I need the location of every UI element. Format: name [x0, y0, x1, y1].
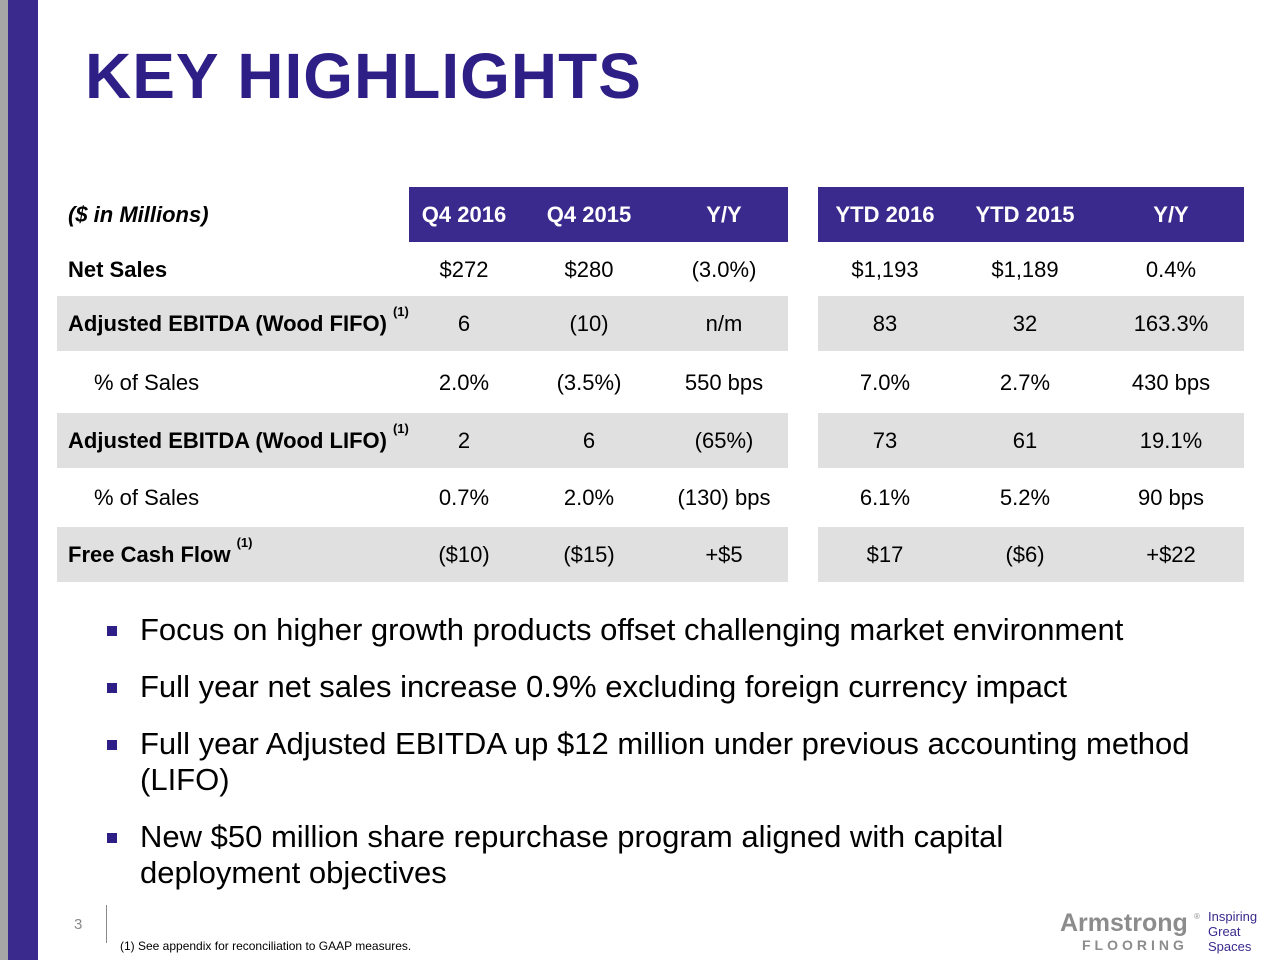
table-cell: 61: [1012, 428, 1038, 453]
col-header-ytd-2016: YTD 2016: [835, 202, 935, 227]
table-cell: 32: [1012, 311, 1038, 336]
armstrong-flooring-logo: Armstrong ® FLOORING Inspiring Great Spa…: [1060, 905, 1260, 955]
table-cell: 6: [457, 311, 471, 336]
table-cell: (3.0%): [691, 257, 757, 282]
col-header-q4-2015: Q4 2015: [546, 202, 632, 227]
list-item: Full year Adjusted EBITDA up $12 million…: [105, 726, 1255, 798]
footnote-marker: (1): [392, 304, 409, 319]
bullet-square-icon: [107, 626, 117, 636]
logo-graphic: Armstrong ® FLOORING Inspiring Great Spa…: [1060, 909, 1257, 954]
logo-tagline-3: Spaces: [1208, 939, 1252, 954]
bullet-square-icon: [107, 683, 117, 693]
row-shade-left: [57, 413, 788, 468]
table-cell: 5.2%: [999, 485, 1051, 510]
table-cell: 6.1%: [859, 485, 911, 510]
footnote: (1) See appendix for reconciliation to G…: [120, 939, 412, 953]
col-header-ytd-yy: Y/Y: [1153, 202, 1189, 227]
page-title: KEY HIGHLIGHTS: [85, 40, 642, 112]
table-cell: (130) bps: [677, 485, 771, 510]
table-cell: 0.4%: [1145, 257, 1197, 282]
list-item: New $50 million share repurchase program…: [105, 819, 1150, 891]
row-label: % of Sales: [94, 370, 200, 395]
table-cell: $1,189: [991, 257, 1059, 282]
row-shade-right: [818, 527, 1244, 582]
logo-brand-text: Armstrong: [1060, 909, 1188, 937]
table-cell: 7.0%: [859, 370, 911, 395]
table-cell: 73: [872, 428, 898, 453]
row-label: Adjusted EBITDA (Wood FIFO) (1): [68, 304, 409, 336]
footer-divider: [106, 905, 107, 943]
table-cell: ($6): [1005, 542, 1045, 567]
table-cell: +$22: [1146, 542, 1196, 567]
col-header-ytd-2015: YTD 2015: [975, 202, 1075, 227]
table-cell: ($10): [438, 542, 490, 567]
highlight-bullets: Focus on higher growth products offset c…: [105, 612, 1255, 912]
footnote-marker: (1): [236, 535, 253, 550]
row-label: Net Sales: [68, 257, 168, 282]
logo-tagline-2: Great: [1208, 924, 1241, 939]
header-band-ytd: [818, 187, 1244, 242]
table-cell: 2: [457, 428, 471, 453]
table-cell: (3.5%): [556, 370, 622, 395]
table-cell: +$5: [705, 542, 743, 567]
table-cell: 19.1%: [1139, 428, 1203, 453]
list-item: Full year net sales increase 0.9% exclud…: [105, 669, 1255, 705]
table-cell: 2.0%: [438, 370, 490, 395]
row-shade-right: [818, 413, 1244, 468]
table-cell: 430 bps: [1131, 370, 1211, 395]
side-bar-purple: [8, 0, 38, 960]
row-shade-left: [57, 527, 788, 582]
table-cell: n/m: [705, 311, 743, 336]
table-cell: ($15): [563, 542, 615, 567]
table-cell: 163.3%: [1133, 311, 1209, 336]
table-cell: $17: [866, 542, 904, 567]
header-band-quarter: [409, 187, 788, 242]
table-cell: 2.0%: [563, 485, 615, 510]
table-cell: 90 bps: [1137, 485, 1205, 510]
col-header-q4-2016: Q4 2016: [421, 202, 507, 227]
row-label: Adjusted EBITDA (Wood LIFO) (1): [68, 421, 409, 453]
table-cell: (65%): [694, 428, 754, 453]
row-shade-right: [818, 296, 1244, 351]
table-cell: 2.7%: [999, 370, 1051, 395]
logo-sub-text: FLOORING: [1082, 937, 1188, 953]
table-cell: (10): [569, 311, 609, 336]
table-cell: 83: [872, 311, 898, 336]
table-cell: 6: [582, 428, 596, 453]
table-cell: $1,193: [851, 257, 919, 282]
row-shade-left: [57, 296, 788, 351]
bullet-square-icon: [107, 740, 117, 750]
side-bar-gray: [0, 0, 8, 960]
row-label: Free Cash Flow (1): [68, 535, 253, 567]
logo-registered-mark: ®: [1194, 912, 1200, 921]
bullet-square-icon: [107, 833, 117, 843]
table-cell: 0.7%: [438, 485, 490, 510]
col-header-q-yy: Y/Y: [706, 202, 742, 227]
table-cell: $280: [564, 257, 614, 282]
list-item: Focus on higher growth products offset c…: [105, 612, 1255, 648]
unit-label: ($ in Millions): [68, 202, 209, 227]
table-cell: $272: [439, 257, 489, 282]
table-cell: 550 bps: [684, 370, 764, 395]
page-number: 3: [74, 916, 83, 933]
logo-tagline-1: Inspiring: [1208, 909, 1257, 924]
footnote-marker: (1): [392, 421, 409, 436]
row-label: % of Sales: [94, 485, 200, 510]
